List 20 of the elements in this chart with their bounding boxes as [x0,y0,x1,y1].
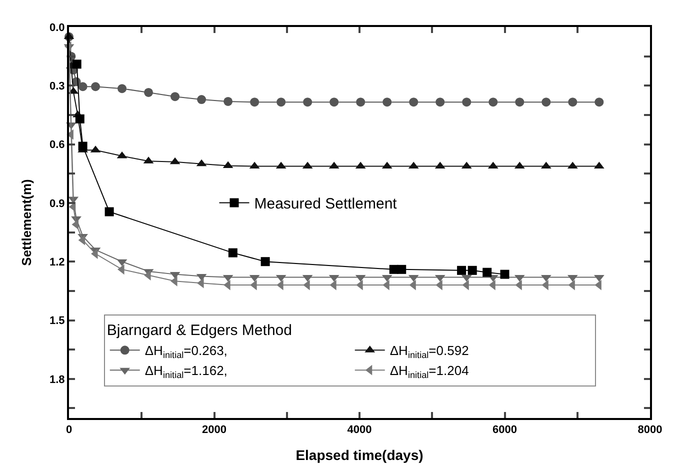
y-axis-title: Settlement(m) [18,179,34,266]
y-tick-label: 1.5 [50,315,65,328]
legend-label: ΔH$_{initial}$=1.204 [390,363,469,380]
x-tick-label: 4000 [347,424,372,436]
legend-label: ΔH$_{initial}$=1.162, [144,363,228,380]
x-axis-title: Elapsed time(days) [296,447,424,463]
y-tick-label: 1.2 [50,256,65,268]
y-tick-label: 0.9 [50,198,65,210]
x-tick-label: 8000 [638,424,662,436]
x-tick-label: 6000 [492,424,517,436]
legend-label: Measured Settlement [254,196,398,213]
x-tick-label: 0 [66,424,72,436]
y-tick-label: 1.8 [50,374,65,386]
legend-label: ΔH$_{initial}$=0.592 [390,343,469,360]
y-tick-label: 0.0 [50,22,65,34]
legend-label: ΔH$_{initial}$=0.263, [144,343,228,360]
y-tick-label: 0.3 [50,80,65,92]
x-tick-label: 2000 [202,424,226,436]
y-tick-label: 0.6 [50,139,65,152]
legend-title: Bjarngard & Edgers Method [106,322,292,340]
